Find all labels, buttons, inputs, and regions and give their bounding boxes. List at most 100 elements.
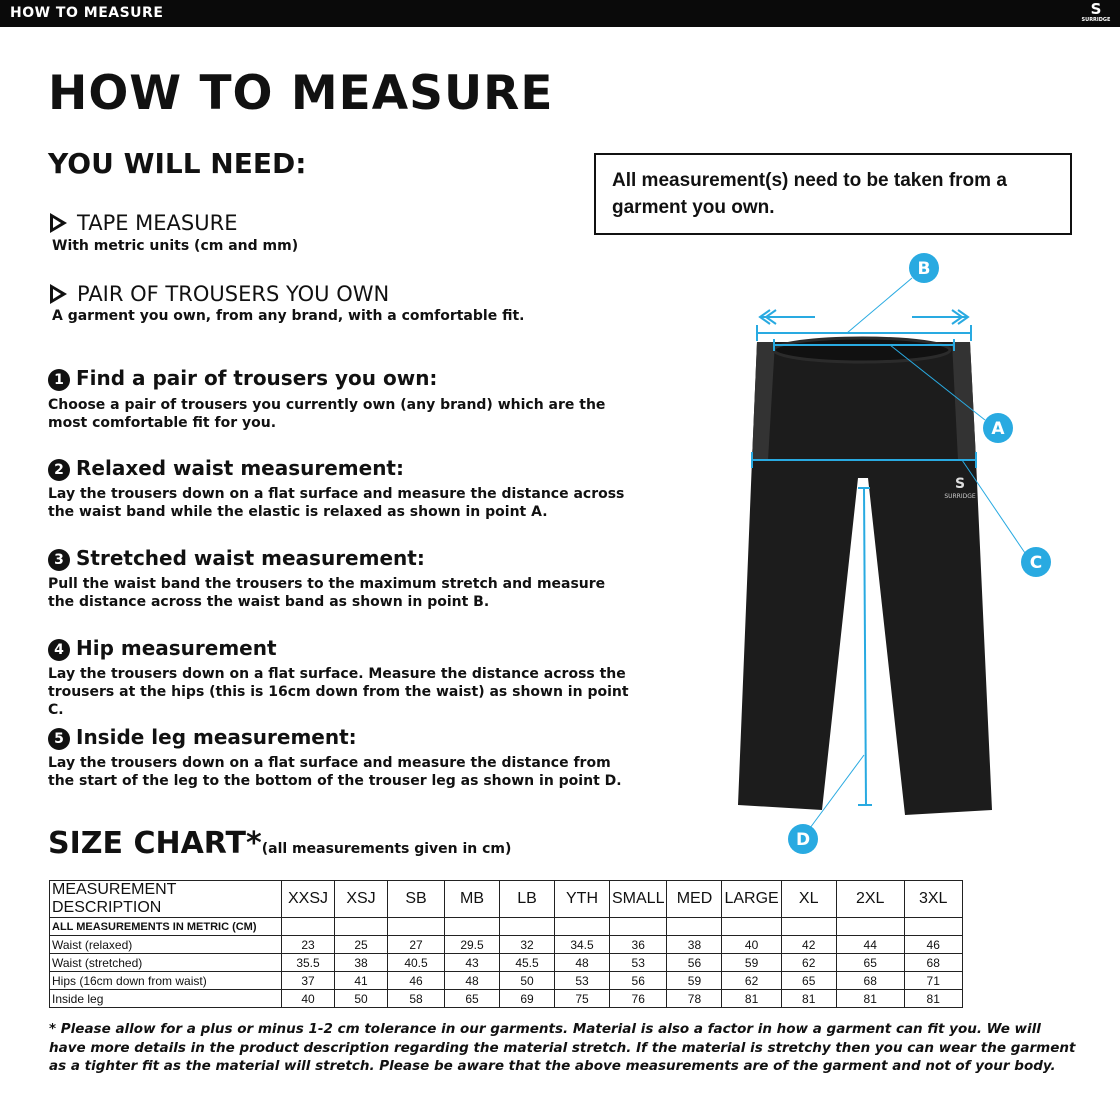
measurement-label-cell: Waist (stretched) (49, 953, 282, 972)
need-item-tape: TAPE MEASURE (50, 211, 237, 235)
size-value-cell: 25 (334, 935, 388, 954)
size-value-cell: 41 (334, 971, 388, 990)
size-value-cell: 71 (903, 971, 963, 990)
need-item-desc: With metric units (cm and mm) (52, 238, 299, 254)
point-d-badge: D (788, 824, 818, 854)
size-value-cell: 46 (387, 971, 445, 990)
size-chart-title: SIZE CHART*(all measurements given in cm… (48, 826, 512, 861)
you-will-need-heading: YOU WILL NEED: (48, 147, 307, 180)
column-header: MB (444, 880, 500, 918)
size-value-cell: 50 (499, 971, 555, 990)
point-c-badge: C (1021, 547, 1051, 577)
column-header: LARGE (721, 880, 782, 918)
size-value-cell: 48 (444, 971, 500, 990)
svg-text:S: S (955, 476, 965, 492)
column-header: 3XL (903, 880, 963, 918)
size-value-cell: 23 (281, 935, 335, 954)
size-value-cell: 81 (780, 989, 837, 1008)
size-value-cell: 37 (281, 971, 335, 990)
size-value-cell: 69 (499, 989, 555, 1008)
size-value-cell: 45.5 (499, 953, 555, 972)
point-a-badge: A (983, 413, 1013, 443)
column-header: LB (499, 880, 555, 918)
size-value-cell: 32 (499, 935, 555, 954)
measurement-label-cell: Waist (relaxed) (49, 935, 282, 954)
play-triangle-icon (50, 213, 67, 233)
size-value-cell: 40 (721, 935, 782, 954)
note-box: All measurement(s) need to be taken from… (594, 153, 1072, 235)
subheader-cell: ALL MEASUREMENTS IN METRIC (CM) (49, 917, 282, 936)
size-value-cell: 76 (608, 989, 668, 1008)
svg-text:C: C (1030, 553, 1042, 573)
column-header: XSJ (334, 880, 388, 918)
size-value-cell: 53 (608, 953, 668, 972)
size-value-cell: 29.5 (444, 935, 500, 954)
need-item-desc: A garment you own, from any brand, with … (52, 308, 525, 324)
size-value-cell: 35.5 (281, 953, 335, 972)
measurement-label-cell: Inside leg (49, 989, 282, 1008)
size-value-cell: 27 (387, 935, 445, 954)
svg-text:D: D (796, 830, 810, 850)
size-value-cell: 62 (780, 953, 837, 972)
size-value-cell: 62 (721, 971, 782, 990)
size-value-cell: 81 (721, 989, 782, 1008)
point-b-badge: B (909, 253, 939, 283)
size-value-cell: 68 (903, 953, 963, 972)
size-value-cell: 40 (281, 989, 335, 1008)
size-value-cell: 53 (554, 971, 610, 990)
size-value-cell: 68 (835, 971, 905, 990)
size-value-cell: 46 (903, 935, 963, 954)
column-header: MED (666, 880, 723, 918)
column-header: XL (780, 880, 837, 918)
column-header: 2XL (835, 880, 905, 918)
step-5: 5 Inside leg measurement: Lay the trousers… (48, 725, 622, 789)
table-row: Waist (relaxed) 23 25 27 29.5 32 34.5 36 38 40 42 4… (49, 935, 963, 954)
page-title: HOW TO MEASURE (48, 66, 554, 121)
header-row: MEASUREMENT DESCRIPTION XXSJ XSJ SB MB LB YTH S… (49, 880, 963, 918)
size-value-cell: 81 (835, 989, 905, 1008)
size-value-cell: 81 (903, 989, 963, 1008)
size-value-cell: 48 (554, 953, 610, 972)
size-value-cell: 42 (780, 935, 837, 954)
size-value-cell: 59 (666, 971, 723, 990)
need-item-trousers: PAIR OF TROUSERS YOU OWN (50, 282, 389, 306)
step-4: 4 Hip measurement Lay the trousers down on… (48, 636, 629, 718)
size-value-cell: 59 (721, 953, 782, 972)
size-value-cell: 65 (780, 971, 837, 990)
size-value-cell: 36 (608, 935, 668, 954)
measurement-label-cell: Hips (16cm down from waist) (49, 971, 282, 990)
size-value-cell: 78 (666, 989, 723, 1008)
top-bar-title: HOW TO MEASURE (10, 5, 164, 21)
measure-lines (751, 277, 1026, 829)
column-header: YTH (554, 880, 610, 918)
step-1: 1 Find a pair of trousers you own: Choose … (48, 366, 606, 431)
size-value-cell: 56 (608, 971, 668, 990)
play-triangle-icon (50, 284, 67, 304)
size-value-cell: 65 (835, 953, 905, 972)
size-value-cell: 56 (666, 953, 723, 972)
size-value-cell: 38 (666, 935, 723, 954)
trousers-diagram: S SURRIDGE B A C D (738, 253, 1051, 854)
step-3: 3 Stretched waist measurement: Pull the wa… (48, 546, 606, 610)
column-header: XXSJ (281, 880, 335, 918)
size-value-cell: 43 (444, 953, 500, 972)
surridge-logo: S SURRIDGE (1081, 0, 1111, 24)
footnote: * Please allow for a plus or minus 1-2 c… (49, 1021, 1076, 1074)
table-row: Waist (stretched) 35.5 38 40.5 43 45.5 48 53 56 5… (49, 953, 963, 972)
top-bar: HOW TO MEASURE S SURRIDGE (0, 0, 1120, 27)
size-value-cell: 34.5 (554, 935, 610, 954)
table-row: Inside leg 40 50 58 65 69 75 76 78 81 81 81 81 (49, 989, 963, 1008)
svg-text:B: B (918, 259, 931, 279)
size-value-cell: 75 (554, 989, 610, 1008)
step-2: 2 Relaxed waist measurement: Lay the trous… (48, 456, 625, 520)
svg-text:A: A (991, 419, 1005, 439)
size-value-cell: 38 (334, 953, 388, 972)
column-header: SMALL (608, 880, 668, 918)
svg-text:SURRIDGE: SURRIDGE (944, 493, 976, 500)
size-chart-table: MEASUREMENT DESCRIPTION XXSJ XSJ SB MB LB YTH S… (49, 880, 963, 1008)
table-row: Hips (16cm down from waist) 37 41 46 48 50 53 5… (49, 971, 963, 990)
size-value-cell: 50 (334, 989, 388, 1008)
size-value-cell: 58 (387, 989, 445, 1008)
size-value-cell: 40.5 (387, 953, 445, 972)
column-header: MEASUREMENT DESCRIPTION (49, 880, 282, 918)
